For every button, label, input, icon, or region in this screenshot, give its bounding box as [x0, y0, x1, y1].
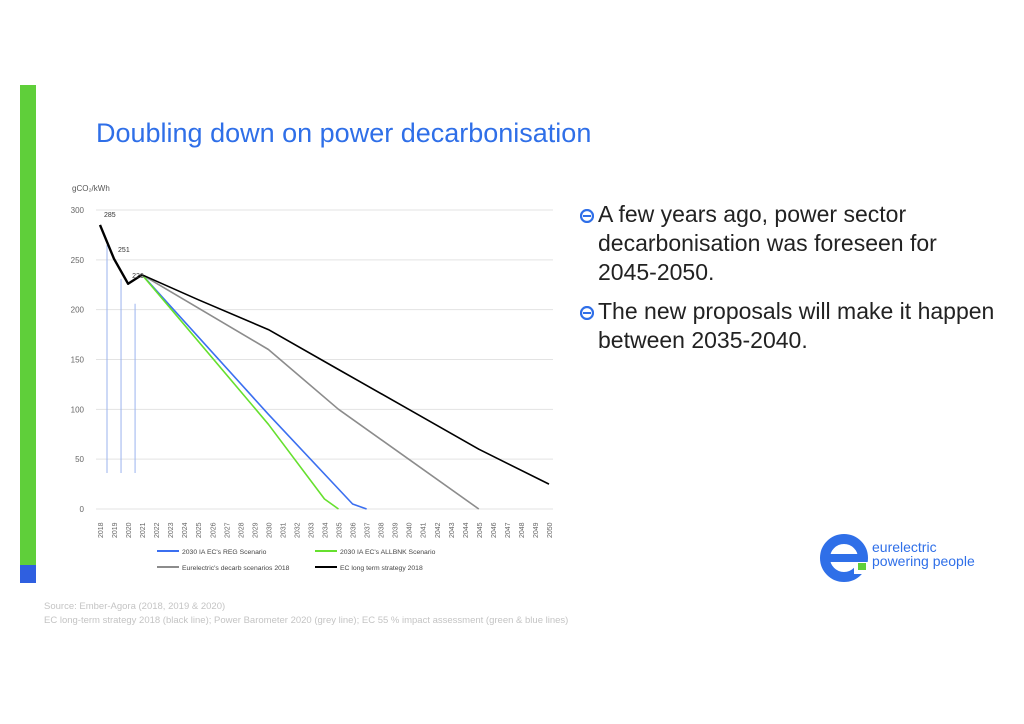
bullet-list: A few years ago, power sector decarbonis… — [580, 200, 1000, 365]
x-tick-label: 2049 — [533, 522, 540, 538]
logo-line-1: eurelectric — [872, 539, 937, 555]
e-bullet-icon — [580, 209, 594, 223]
source-note: Source: Ember-Agora (2018, 2019 & 2020) … — [44, 600, 568, 628]
x-tick-label: 2018 — [98, 522, 105, 538]
source-line-1: Source: Ember-Agora (2018, 2019 & 2020) — [44, 601, 226, 612]
legend-label: 2030 IA EC's ALLBNK Scenario — [340, 549, 436, 556]
x-tick-label: 2022 — [154, 522, 161, 538]
x-tick-label: 2026 — [210, 522, 217, 538]
logo-text: eurelectric powering people — [872, 540, 975, 568]
series-line-2030-ia-ec-s-reg-scenario — [141, 274, 367, 510]
emissions-chart: 0 50 100 150 200 250 300 gCO₂/kWh 2018 2019 2020 20… — [71, 184, 554, 572]
x-tick-label: 2038 — [379, 522, 386, 538]
logo-line-2: powering people — [872, 553, 975, 569]
y-axis-label: gCO₂/kWh — [72, 184, 110, 193]
legend-label: Eurelectric's decarb scenarios 2018 — [182, 565, 290, 572]
x-tick-label: 2030 — [266, 522, 273, 538]
eurelectric-logo: eurelectric powering people — [818, 532, 998, 588]
eurelectric-e-icon — [820, 534, 870, 582]
x-tick-label: 2048 — [519, 522, 526, 538]
accent-bar-blue — [20, 565, 36, 583]
x-tick-label: 2036 — [351, 522, 358, 538]
x-tick-label: 2046 — [491, 522, 498, 538]
source-line-2: EC long-term strategy 2018 (black line);… — [44, 615, 569, 626]
bullet-item: The new proposals will make it happen be… — [580, 297, 1000, 355]
x-tick-label: 2032 — [294, 522, 301, 538]
data-label: 226 — [132, 273, 144, 280]
y-tick-label: 100 — [71, 405, 85, 414]
x-tick-label: 2035 — [337, 522, 344, 538]
x-tick-label: 2034 — [323, 522, 330, 538]
y-tick-label: 50 — [75, 455, 84, 464]
bullet-text: A few years ago, power sector decarbonis… — [598, 201, 937, 285]
slide-title: Doubling down on power decarbonisation — [96, 118, 592, 148]
y-tick-label: 300 — [71, 206, 85, 215]
legend-label: 2030 IA EC's REG Scenario — [182, 549, 267, 556]
x-tick-label: 2050 — [547, 522, 554, 538]
x-tick-label: 2023 — [168, 522, 175, 538]
x-tick-label: 2043 — [449, 522, 456, 538]
x-tick-label: 2028 — [238, 522, 245, 538]
data-label: 251 — [118, 247, 130, 254]
x-tick-label: 2045 — [477, 522, 484, 538]
bullet-text: The new proposals will make it happen be… — [598, 298, 995, 353]
x-tick-label: 2037 — [365, 522, 372, 538]
series-line-2030-ia-ec-s-allbnk-scenario — [141, 274, 339, 510]
legend-label: EC long term strategy 2018 — [340, 565, 423, 572]
x-tick-label: 2021 — [140, 522, 147, 538]
x-tick-label: 2033 — [308, 522, 315, 538]
accent-bar-green — [20, 85, 36, 565]
y-tick-label: 150 — [71, 356, 85, 365]
x-tick-label: 2040 — [407, 522, 414, 538]
y-tick-label: 250 — [71, 256, 85, 265]
data-label: 285 — [104, 212, 116, 219]
x-tick-label: 2042 — [435, 522, 442, 538]
y-tick-label: 200 — [71, 306, 85, 315]
x-tick-label: 2020 — [126, 522, 133, 538]
y-tick-label: 0 — [80, 505, 85, 514]
x-tick-label: 2027 — [224, 522, 231, 538]
x-tick-label: 2024 — [182, 522, 189, 538]
x-tick-label: 2047 — [505, 522, 512, 538]
x-tick-label: 2031 — [280, 522, 287, 538]
series-line-ec-long-term-strategy-2018 — [141, 274, 550, 485]
e-bullet-icon — [580, 306, 594, 320]
x-tick-label: 2044 — [463, 522, 470, 538]
x-tick-label: 2041 — [421, 522, 428, 538]
x-tick-label: 2019 — [112, 522, 119, 538]
history-line — [98, 224, 143, 285]
x-tick-label: 2029 — [252, 522, 259, 538]
x-tick-label: 2025 — [196, 522, 203, 538]
bullet-item: A few years ago, power sector decarbonis… — [580, 200, 1000, 287]
x-tick-label: 2039 — [393, 522, 400, 538]
series-line-eurelectric-s-decarb-scenarios-2018 — [141, 274, 480, 510]
